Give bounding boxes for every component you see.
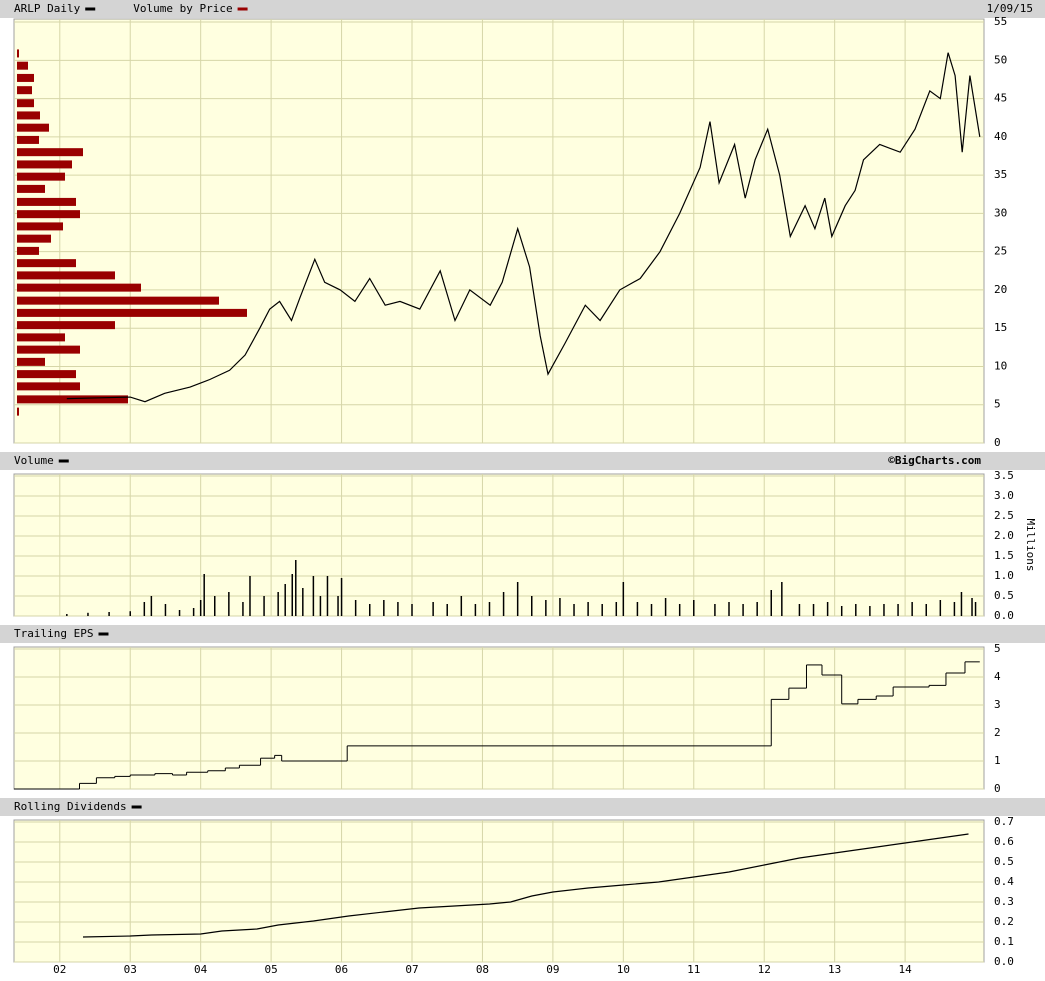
volume-by-price-bar bbox=[17, 259, 76, 268]
y-tick-label: 2.5 bbox=[994, 509, 1014, 522]
x-tick-label: 04 bbox=[194, 963, 208, 976]
y-tick-label: 50 bbox=[994, 53, 1007, 66]
y-tick-label: 0.4 bbox=[994, 875, 1014, 888]
x-tick-label: 03 bbox=[124, 963, 137, 976]
volume-by-price-bar bbox=[17, 357, 45, 366]
volume-by-price-bar bbox=[17, 407, 19, 416]
x-tick-label: 08 bbox=[476, 963, 489, 976]
volume-by-price-bar bbox=[17, 123, 49, 132]
y-tick-label: 3.5 bbox=[994, 469, 1014, 482]
volume-by-price-bar bbox=[17, 99, 34, 108]
legend-label: ARLP Daily bbox=[14, 2, 81, 15]
x-tick-label: 13 bbox=[828, 963, 841, 976]
volume-by-price-bar bbox=[17, 283, 141, 292]
volume-by-price-bar bbox=[17, 395, 128, 404]
y-tick-label: 3 bbox=[994, 698, 1001, 711]
legend-label: Rolling Dividends bbox=[14, 800, 127, 813]
y-tick-label: 35 bbox=[994, 168, 1007, 181]
credit: ©BigCharts.com bbox=[888, 454, 981, 467]
legend-label: Trailing EPS bbox=[14, 627, 93, 640]
panel-header bbox=[0, 798, 1045, 816]
volume-by-price-bar bbox=[17, 148, 83, 157]
x-tick-label: 14 bbox=[898, 963, 912, 976]
y-tick-label: 0.5 bbox=[994, 855, 1014, 868]
volume-by-price-bar bbox=[17, 234, 51, 243]
y-tick-label: 0.5 bbox=[994, 589, 1014, 602]
panel-header bbox=[0, 452, 1045, 470]
volume-by-price-bar bbox=[17, 308, 247, 317]
volume-by-price-bar bbox=[17, 49, 19, 58]
y-tick-label: 4 bbox=[994, 670, 1001, 683]
y-tick-label: 30 bbox=[994, 206, 1007, 219]
x-tick-label: 05 bbox=[264, 963, 277, 976]
volume-by-price-bar bbox=[17, 222, 63, 231]
line-series bbox=[66, 52, 981, 403]
y-tick-label: 1.5 bbox=[994, 549, 1014, 562]
y-tick-label: 45 bbox=[994, 92, 1007, 105]
y-tick-label: 10 bbox=[994, 359, 1007, 372]
y-tick-label: 2 bbox=[994, 726, 1001, 739]
x-tick-label: 07 bbox=[405, 963, 418, 976]
y-tick-label: 1 bbox=[994, 754, 1001, 767]
y-tick-label: 0.3 bbox=[994, 895, 1014, 908]
x-tick-label: 10 bbox=[617, 963, 630, 976]
x-tick-label: 11 bbox=[687, 963, 700, 976]
volume-by-price-bar bbox=[17, 370, 76, 379]
y-tick-label: 0.6 bbox=[994, 835, 1014, 848]
y-axis-label: Millions bbox=[1024, 519, 1037, 572]
date-label: 1/09/15 bbox=[987, 2, 1033, 15]
y-tick-label: 0.1 bbox=[994, 935, 1014, 948]
y-tick-label: 1.0 bbox=[994, 569, 1014, 582]
x-tick-label: 09 bbox=[546, 963, 559, 976]
volume-by-price-bar bbox=[17, 111, 40, 120]
volume-by-price-bar bbox=[17, 210, 80, 219]
y-tick-label: 20 bbox=[994, 283, 1007, 296]
x-tick-label: 12 bbox=[758, 963, 771, 976]
y-tick-label: 0 bbox=[994, 782, 1001, 795]
y-tick-label: 0 bbox=[994, 436, 1001, 449]
plot-area bbox=[13, 819, 985, 963]
volume-by-price-bar bbox=[17, 382, 80, 391]
volume-by-price-bar bbox=[17, 86, 32, 95]
y-tick-label: 2.0 bbox=[994, 529, 1014, 542]
volume-by-price-bar bbox=[17, 321, 115, 330]
volume-by-price-bar bbox=[17, 135, 39, 144]
volume-by-price-bar bbox=[17, 345, 80, 354]
y-tick-label: 5 bbox=[994, 398, 1001, 411]
volume-by-price-bar bbox=[17, 333, 65, 342]
volume-by-price-bar bbox=[17, 184, 45, 193]
y-tick-label: 55 bbox=[994, 15, 1007, 28]
panel-header bbox=[0, 0, 1045, 18]
legend-label: Volume bbox=[14, 454, 54, 467]
panel-header bbox=[0, 625, 1045, 643]
y-tick-label: 25 bbox=[994, 245, 1007, 258]
plot-area bbox=[13, 646, 985, 790]
y-tick-label: 3.0 bbox=[994, 489, 1014, 502]
volume-by-price-bar bbox=[17, 61, 28, 70]
y-tick-label: 5 bbox=[994, 642, 1001, 655]
volume-by-price-bar bbox=[17, 246, 39, 255]
y-tick-label: 0.2 bbox=[994, 915, 1014, 928]
y-tick-label: 0.0 bbox=[994, 955, 1014, 968]
y-tick-label: 0.0 bbox=[994, 609, 1014, 622]
line-series bbox=[82, 833, 969, 938]
plot-area bbox=[13, 473, 985, 617]
volume-by-price-bar bbox=[17, 73, 34, 82]
y-tick-label: 15 bbox=[994, 321, 1007, 334]
volume-by-price-bar bbox=[17, 160, 72, 169]
volume-by-price-bar bbox=[17, 271, 115, 280]
y-tick-label: 40 bbox=[994, 130, 1007, 143]
x-tick-label: 06 bbox=[335, 963, 348, 976]
plot-area bbox=[13, 18, 985, 444]
x-tick-label: 02 bbox=[53, 963, 66, 976]
legend-label: Volume by Price bbox=[133, 2, 232, 15]
y-tick-label: 0.7 bbox=[994, 815, 1014, 828]
volume-by-price-bar bbox=[17, 197, 76, 206]
volume-by-price-bar bbox=[17, 296, 219, 305]
volume-by-price-bar bbox=[17, 172, 65, 181]
